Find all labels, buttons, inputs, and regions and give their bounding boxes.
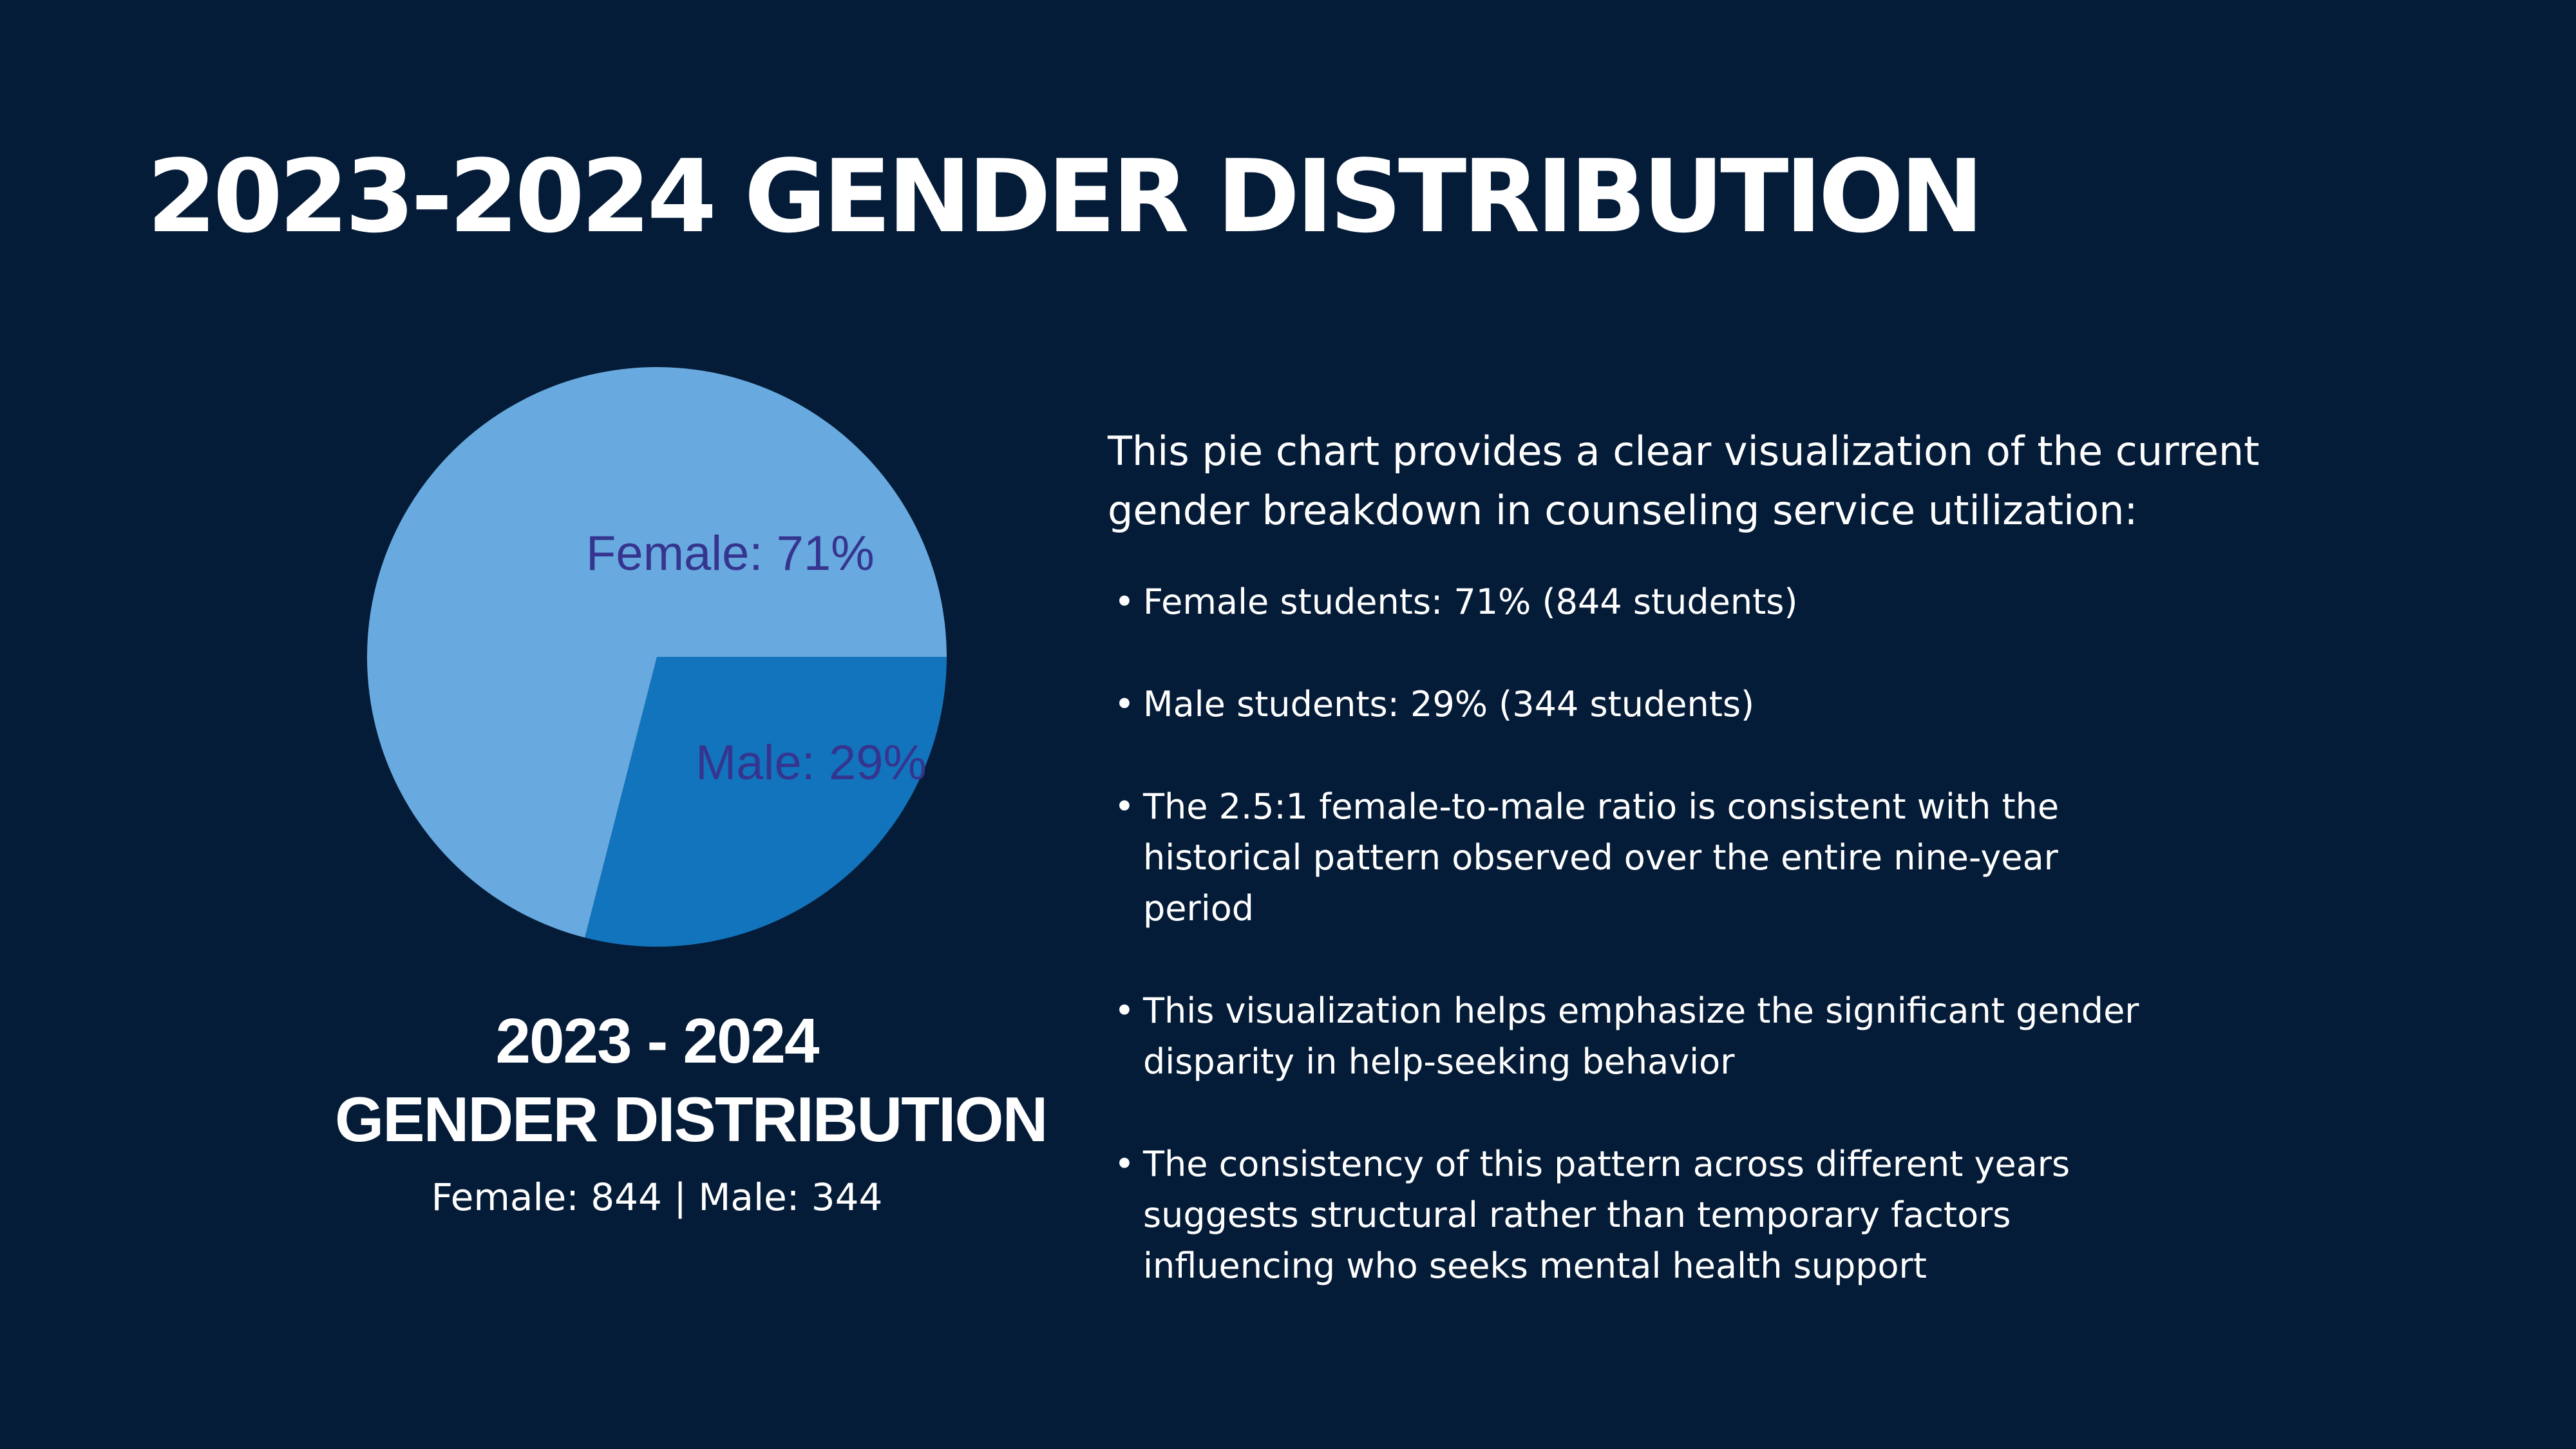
bullet-item: Male students: 29% (344 students) bbox=[1108, 679, 2396, 730]
description-panel: This pie chart provides a clear visualiz… bbox=[1108, 422, 2396, 1343]
pie-label-female: Female: 71% bbox=[586, 526, 875, 581]
pie-slice-female bbox=[367, 367, 947, 938]
bullet-text: The consistency of this pattern across d… bbox=[1143, 1144, 2070, 1286]
description-bullets: Female students: 71% (844 students) Male… bbox=[1108, 576, 2396, 1291]
pie-chart-svg: Female: 71% Male: 29% bbox=[367, 367, 947, 947]
pie-chart: Female: 71% Male: 29% bbox=[361, 367, 953, 947]
slide-title: 2023-2024 GENDER DISTRIBUTION bbox=[147, 138, 1984, 255]
description-intro: This pie chart provides a clear visualiz… bbox=[1108, 428, 2260, 534]
bullet-text: Male students: 29% (344 students) bbox=[1143, 684, 1755, 724]
bullet-text: This visualization helps emphasize the s… bbox=[1143, 990, 2139, 1082]
bullet-text: Female students: 71% (844 students) bbox=[1143, 582, 1798, 622]
caption-counts: Female: 844 | Male: 344 bbox=[431, 1175, 883, 1219]
bullet-item: This visualization helps emphasize the s… bbox=[1108, 985, 2396, 1087]
caption-title: GENDER DISTRIBUTION bbox=[335, 1084, 1048, 1155]
bullet-item: The consistency of this pattern across d… bbox=[1108, 1139, 2396, 1291]
bullet-item: The 2.5:1 female-to-male ratio is consis… bbox=[1108, 781, 2396, 934]
bullet-text: The 2.5:1 female-to-male ratio is consis… bbox=[1143, 786, 2060, 929]
caption-year: 2023 - 2024 bbox=[495, 1005, 819, 1076]
chart-caption: 2023 - 2024 GENDER DISTRIBUTION Female: … bbox=[335, 1001, 1048, 1223]
bullet-item: Female students: 71% (844 students) bbox=[1108, 576, 2396, 627]
pie-label-male: Male: 29% bbox=[696, 735, 927, 790]
pie-slice-male bbox=[585, 657, 947, 947]
